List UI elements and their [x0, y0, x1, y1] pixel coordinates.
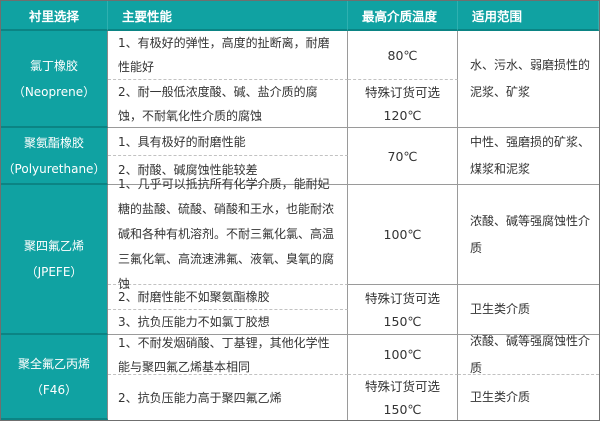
performance-cell: 1、几乎可以抵抗所有化学介质，能耐妃糖的盐酸、硫酸、硝酸和王水，也能耐浓碱和各种… [108, 177, 348, 291]
performance-cell: 1、不耐发烟硝酸、丁基锂，其他化学性能与聚四氟乙烯基本相同 [108, 335, 348, 375]
performance-cell: 3、抗负压能力不如氯丁胶想 [108, 310, 348, 335]
temperature-value: 70℃ [387, 148, 418, 164]
application-range-cell: 浓酸、碱等强腐蚀性介质 [458, 185, 599, 285]
lining-name: 氯丁橡胶 [29, 58, 78, 73]
lining-name: 聚氨酯橡胶 [23, 135, 84, 150]
temperature-cell: 100℃ [348, 335, 458, 375]
application-range-text: 卫生类介质 [470, 302, 531, 316]
col-header-lining: 衬里选择 [1, 1, 108, 31]
lining-name-en: （Neoprene） [12, 84, 96, 99]
lining-name: 聚四氟乙烯 [23, 239, 84, 253]
lining-name-en: （JPEFE） [25, 265, 83, 279]
temperature-value: 100℃ [383, 227, 422, 242]
lining-cell-f46: 聚全氟乙丙烯 （F46） [1, 335, 108, 420]
performance-text: 3、抗负压能力不如氯丁胶想 [118, 315, 270, 329]
performance-text: 1、几乎可以抵抗所有化学介质，能耐妃糖的盐酸、硫酸、硝酸和王水，也能耐浓碱和各种… [118, 177, 335, 291]
lining-name-en: （Polyurethane） [2, 161, 106, 176]
temperature-cell: 70℃ [348, 128, 458, 185]
col-header-range-label: 适用范围 [472, 8, 523, 24]
application-range-cell: 卫生类介质 [458, 375, 599, 420]
performance-text: 1、不耐发烟硝酸、丁基锂，其他化学性能与聚四氟乙烯基本相同 [118, 335, 330, 374]
performance-text: 2、耐一般低浓度酸、碱、盐介质的腐蚀，不耐氧化性介质的腐蚀 [118, 84, 318, 123]
lining-name-en: （F46） [30, 382, 78, 397]
col-header-performance-label: 主要性能 [122, 8, 173, 24]
col-header-temperature-label: 最高介质温度 [362, 8, 438, 24]
lining-cell-ptfe: 聚四氟乙烯 （JPEFE） [1, 185, 108, 335]
col-header-performance: 主要性能 [108, 1, 348, 31]
application-range-text: 水、污水、弱磨损性的泥浆、矿浆 [470, 58, 591, 99]
performance-text: 2、耐酸、碱腐蚀性能较差 [118, 163, 258, 177]
temperature-cell: 80℃ [348, 31, 458, 80]
performance-text: 2、耐磨性能不如聚氨酯橡胶 [118, 290, 270, 304]
performance-cell: 1、有极好的弹性，高度的扯断离，耐磨性能好 [108, 31, 348, 80]
temperature-note: 特殊订货可选 [364, 378, 440, 394]
application-range-cell: 浓酸、碱等强腐蚀性介质 [458, 334, 599, 375]
performance-text: 2、抗负压能力高于聚四氟乙烯 [118, 390, 282, 405]
application-range-cell: 水、污水、弱磨损性的泥浆、矿浆 [458, 31, 599, 128]
performance-text: 1、有极好的弹性，高度的扯断离，耐磨性能好 [118, 36, 330, 74]
application-range-text: 中性、强磨损的矿浆、煤浆和泥浆 [470, 135, 591, 176]
application-range-cell: 卫生类介质 [458, 285, 599, 335]
temperature-value: 150℃ [383, 401, 422, 417]
col-header-range: 适用范围 [458, 1, 599, 31]
temperature-cell: 100℃ [348, 185, 458, 285]
temperature-cell: 特殊订货可选 150℃ [348, 285, 458, 335]
temperature-value: 150℃ [383, 313, 422, 329]
performance-cell: 1、具有极好的耐磨性能 [108, 128, 348, 156]
col-header-temperature: 最高介质温度 [348, 1, 458, 31]
performance-cell: 2、抗负压能力高于聚四氟乙烯 [108, 375, 348, 420]
temperature-value: 120℃ [383, 107, 422, 123]
lining-name: 聚全氟乙丙烯 [17, 356, 90, 371]
temperature-note: 特殊订货可选 [364, 84, 440, 100]
temperature-cell: 特殊订货可选 150℃ [348, 375, 458, 420]
performance-cell: 2、耐磨性能不如聚氨酯橡胶 [108, 285, 348, 310]
temperature-value: 100℃ [383, 347, 422, 362]
lining-cell-neoprene: 氯丁橡胶 （Neoprene） [1, 31, 108, 128]
performance-cell: 2、耐酸、碱腐蚀性能较差 [108, 156, 348, 185]
application-range-cell: 中性、强磨损的矿浆、煤浆和泥浆 [458, 128, 599, 185]
temperature-cell: 特殊订货可选 120℃ [348, 80, 458, 128]
lining-cell-polyurethane: 聚氨酯橡胶 （Polyurethane） [1, 128, 108, 185]
temperature-value: 80℃ [387, 47, 418, 63]
application-range-text: 浓酸、碱等强腐蚀性介质 [470, 333, 591, 375]
performance-text: 1、具有极好的耐磨性能 [118, 134, 246, 149]
application-range-text: 卫生类介质 [470, 390, 531, 404]
application-range-text: 浓酸、碱等强腐蚀性介质 [470, 213, 591, 255]
col-header-lining-label: 衬里选择 [28, 8, 79, 24]
performance-cell: 2、耐一般低浓度酸、碱、盐介质的腐蚀，不耐氧化性介质的腐蚀 [108, 80, 348, 128]
temperature-note: 特殊订货可选 [364, 290, 440, 306]
